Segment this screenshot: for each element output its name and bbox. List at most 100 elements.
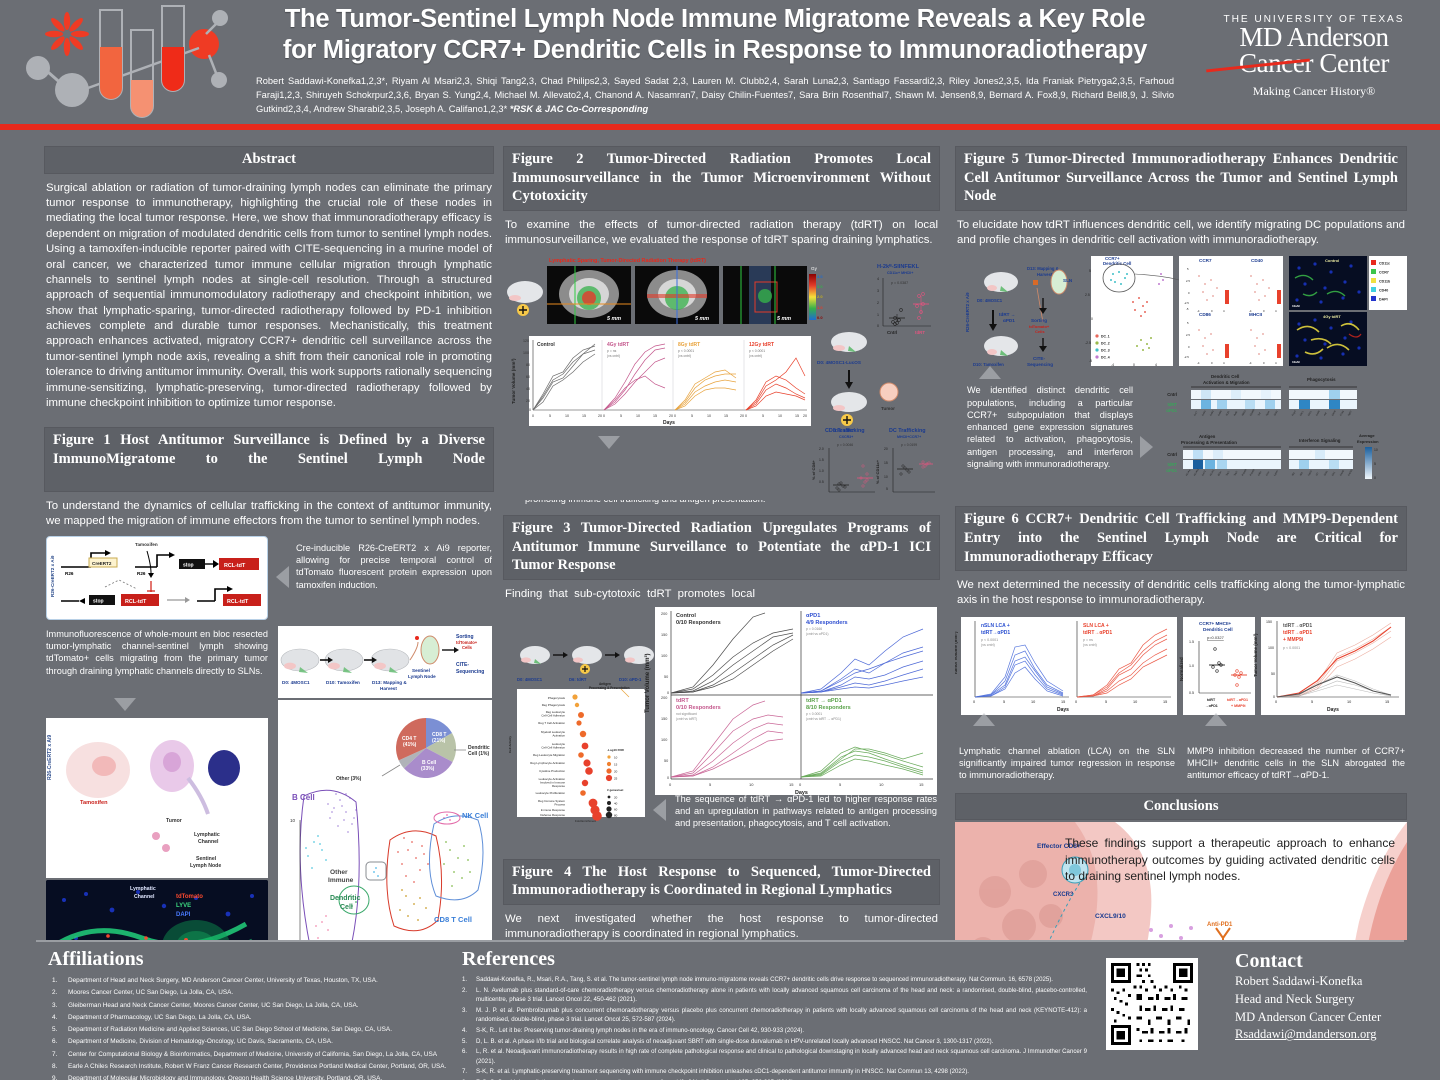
svg-text:5: 5 [1003,700,1005,704]
svg-text:5: 5 [1089,269,1091,273]
figure5-intro: To elucidate how tdRT influences dendrit… [957,218,1405,247]
svg-text:0: 0 [1374,476,1376,480]
svg-text:CD86: CD86 [1199,312,1211,317]
svg-text:R26: R26 [137,571,146,576]
svg-text:150: 150 [661,633,667,637]
qr-code[interactable] [1106,958,1198,1050]
svg-text:Cell-Cell Adhesion: Cell-Cell Adhesion [541,745,565,749]
svg-text:0: 0 [1211,361,1213,365]
svg-text:CXCL9/10: CXCL9/10 [1095,913,1126,920]
svg-text:p = 0.0387: p = 0.0387 [891,281,908,285]
figure6-intro: We next determined the necessity of dend… [957,579,1405,607]
svg-text:Antigen: Antigen [1199,434,1216,439]
svg-text:Tumor Volume (mm³): Tumor Volume (mm³) [1253,633,1258,677]
svg-text:D10: αPD-1: D10: αPD-1 [619,677,642,682]
svg-text:R26-CreERT2 x Ai9: R26-CreERT2 x Ai9 [50,555,55,597]
svg-text:Days: Days [795,790,808,796]
reference-item: M. J. P. et al. Pembrolizumab plus concu… [462,1006,1087,1023]
svg-text:Lymph Node: Lymph Node [190,863,221,869]
svg-text:p < 0.0001: p < 0.0001 [981,638,998,642]
svg-text:0: 0 [1263,309,1265,313]
header-red-rule [0,124,1440,130]
svg-text:Dendritic Cell: Dendritic Cell [1211,374,1239,379]
svg-text:15: 15 [653,414,657,418]
logo-md-line2: Cancer Center [1198,49,1430,77]
svg-text:10: 10 [884,475,888,479]
svg-text:-4: -4 [1197,361,1200,365]
author-list: Robert Saddawi-Konefka1,2,3*, Riyam Al M… [256,76,1174,115]
svg-text:60: 60 [614,807,618,811]
svg-text:CCR7+: CCR7+ [1105,256,1120,261]
svg-text:4: 4 [1223,309,1225,313]
svg-text:D0: 4MOSC1: D0: 4MOSC1 [282,680,310,685]
svg-text:Phagocytosis: Phagocytosis [1307,377,1336,382]
svg-text:0: 0 [1075,700,1077,704]
figure6-panel: Tumor Volume (mm³) nSLN LCA + tdRT→αPD1 … [953,614,1407,743]
svg-text:15: 15 [1385,700,1389,704]
references-block: References Saddawi-Konefka, R., Msari, R… [462,948,1087,1080]
svg-text:Immune Response: Immune Response [541,808,566,812]
figure3-panel: D0: 4MOSC1 D6: tdRT D10: αPD-1 Phagocyto… [503,602,940,828]
svg-text:200: 200 [661,696,667,700]
svg-text:CD8 T: CD8 T [432,732,446,738]
svg-text:Irf7: Irf7 [1315,472,1320,477]
svg-text:3: 3 [877,289,879,293]
svg-text:5: 5 [1311,700,1313,704]
svg-text:Tumor Volume (mm³): Tumor Volume (mm³) [644,653,651,712]
svg-text:Fold Enrichment: Fold Enrichment [575,819,596,823]
svg-text:Oasl2: Oasl2 [1339,469,1345,476]
svg-text:Reg Leukocyte Migration: Reg Leukocyte Migration [533,753,565,757]
svg-text:0: 0 [529,408,531,412]
svg-text:tdRT →: tdRT → [999,312,1015,317]
figure1-construct-row: R26-CreERT2 x Ai9 Tamoxifen R26 CreERT2 [44,535,494,624]
svg-text:DC_3: DC_3 [1101,349,1110,353]
svg-text:200: 200 [661,612,667,616]
svg-text:tdRT → αPD1: tdRT → αPD1 [806,698,842,704]
svg-text:Activation & Migration: Activation & Migration [1203,380,1250,385]
pointer-left-icon [276,565,289,588]
svg-text:R26-CreERT2 x Ai9: R26-CreERT2 x Ai9 [965,292,970,332]
svg-text:20: 20 [598,414,602,418]
svg-text:CCR7: CCR7 [1199,258,1212,263]
svg-text:Dendritic Cell: Dendritic Cell [1203,627,1233,632]
conclusions-heading: Conclusions [955,792,1407,821]
contact-email-link[interactable]: Rsaddawi@mdanderson.org [1235,1027,1377,1042]
svg-text:Sentinel: Sentinel [412,668,430,673]
svg-text:Tamoxifen: Tamoxifen [135,542,158,547]
svg-text:1.0: 1.0 [1189,664,1194,668]
svg-text:20: 20 [740,414,744,418]
svg-text:4Gy tdRT: 4Gy tdRT [607,342,629,348]
reference-item: S-K, R.. Let it be: Preserving tumor-dra… [462,1026,805,1036]
affiliations-heading: Affiliations [48,948,144,970]
svg-text:Average: Average [1359,433,1375,438]
svg-text:p = ns: p = ns [1083,638,1093,642]
svg-text:20: 20 [526,399,530,403]
svg-text:Myd88: Myd88 [1249,409,1256,417]
contact-name: Robert Saddawi-Konefka [1235,974,1363,988]
svg-text:Effector CD8+: Effector CD8+ [1037,843,1081,850]
svg-text:4.0: 4.0 [817,274,823,279]
svg-text:p < 0.0001: p < 0.0001 [749,349,765,353]
svg-text:Tap1: Tap1 [1225,470,1231,477]
svg-text:5: 5 [620,414,622,418]
svg-text:DC_2: DC_2 [1101,342,1110,346]
svg-text:40: 40 [614,801,618,805]
svg-text:15: 15 [795,414,799,418]
svg-text:Tumor Volume (mm³): Tumor Volume (mm³) [955,631,958,675]
svg-text:5: 5 [1187,321,1189,325]
svg-text:1.5: 1.5 [819,458,824,462]
contact-block: Contact Robert Saddawi-Konefka Head and … [1235,950,1435,1044]
svg-text:15: 15 [724,414,728,418]
svg-text:2.0: 2.0 [817,294,823,299]
svg-text:Ifit1: Ifit1 [1291,472,1296,477]
figure3-caption: The sequence of tdRT → αPD-1 led to high… [675,793,937,829]
svg-text:Lymphatic Sparing, Tumor-Direc: Lymphatic Sparing, Tumor-Directed Radiat… [549,258,706,264]
svg-text:15: 15 [789,782,794,787]
svg-text:Sorting: Sorting [1031,318,1047,323]
svg-text:80: 80 [526,363,530,367]
svg-text:Lymphatic: Lymphatic [194,832,220,838]
svg-text:Activation: Activation [552,733,565,737]
svg-text:H2-Aa: H2-Aa [1185,469,1191,477]
column-left: Abstract Surgical ablation or radiation … [44,146,494,1040]
